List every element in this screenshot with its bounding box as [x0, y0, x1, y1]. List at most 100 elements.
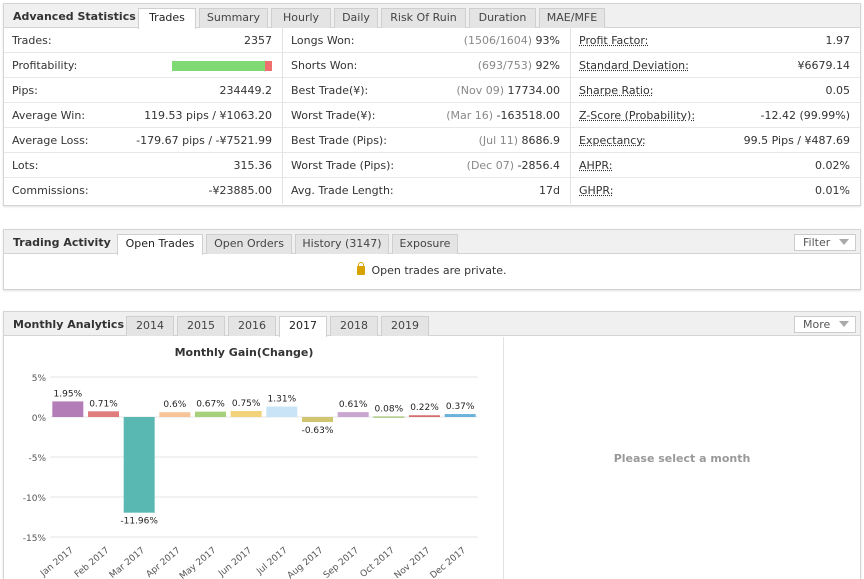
chart-svg: 5% 0% -5% -10% -15% 1.95% Jan 2017 0.71% Feb 201…	[23, 374, 478, 579]
x-tick-label: Jan 2017	[38, 546, 76, 579]
data-label: 0.08%	[375, 404, 404, 414]
stat-row: Worst Trade (Pips): (Dec 07) -2856.4	[283, 153, 570, 178]
tab-daily[interactable]: Daily	[334, 8, 378, 28]
monthly-analytics-title: Monthly Analytics	[13, 318, 124, 331]
stat-detail: (Nov 09)	[456, 84, 504, 97]
tab-mae-mfe[interactable]: MAE/MFE	[539, 8, 605, 28]
stat-row: Longs Won: (1506/1604) 93%	[283, 28, 570, 53]
y-tick-label: -5%	[28, 454, 46, 464]
tab-exposure[interactable]: Exposure	[392, 234, 458, 254]
tab-open-trades[interactable]: Open Trades	[117, 234, 203, 255]
profitability-bar	[172, 61, 272, 71]
data-label: 0.22%	[410, 403, 439, 413]
stat-label-link[interactable]: Expectancy:	[579, 134, 646, 147]
bar	[444, 414, 476, 417]
stat-value: 315.36	[233, 159, 273, 172]
stats-column-3: Profit Factor: 1.97 Standard Deviation: …	[571, 28, 860, 204]
advanced-statistics-body: Trades: 2357 Profitability: Pips: 234449…	[4, 28, 860, 204]
stat-value: (Mar 16) -163518.00	[446, 109, 560, 122]
stat-value: (1506/1604) 93%	[464, 34, 560, 47]
stat-row: AHPR: 0.02%	[571, 153, 860, 178]
stat-number: -163518.00	[496, 109, 560, 122]
monthly-analytics-panel: Monthly Analytics 2014 2015 2016 2017 20…	[3, 311, 861, 579]
stat-row: Average Win: 119.53 pips / ¥1063.20	[4, 103, 282, 128]
chart-title: Monthly Gain(Change)	[174, 346, 314, 359]
bar	[373, 416, 405, 418]
tab-year-2017[interactable]: 2017	[279, 316, 327, 337]
trading-activity-body: Open trades are private.	[4, 254, 860, 290]
stat-label: Profitability:	[12, 59, 78, 72]
chevron-down-icon	[839, 239, 849, 245]
stat-label-link[interactable]: AHPR:	[579, 159, 613, 172]
data-label: 0.75%	[232, 399, 261, 409]
stat-row: Commissions: -¥23885.00	[4, 178, 282, 203]
bar	[52, 401, 84, 417]
stat-value: 0.02%	[815, 159, 850, 172]
stat-detail: (693/753)	[477, 59, 533, 72]
bar	[266, 406, 298, 417]
bar	[409, 415, 440, 417]
stat-row: Profitability:	[4, 53, 282, 78]
data-label: -0.63%	[302, 426, 334, 436]
profitability-bar-fill	[172, 61, 265, 71]
stat-row: Standard Deviation: ¥6679.14	[571, 53, 860, 78]
y-tick-label: -10%	[23, 494, 47, 504]
x-tick-label: Aug 2017	[286, 546, 326, 579]
monthly-analytics-header: Monthly Analytics 2014 2015 2016 2017 20…	[4, 312, 860, 337]
stat-label-link[interactable]: Profit Factor:	[579, 34, 649, 47]
x-tick-label: Feb 2017	[73, 546, 111, 579]
tab-year-2018[interactable]: 2018	[330, 316, 378, 336]
stat-label: Shorts Won:	[291, 59, 358, 72]
tab-duration[interactable]: Duration	[469, 8, 536, 28]
bar	[195, 411, 226, 417]
y-tick-label: -15%	[23, 534, 47, 544]
stat-row: Lots: 315.36	[4, 153, 282, 178]
stat-row: Average Loss: -179.67 pips / -¥7521.99	[4, 128, 282, 153]
stat-label: Commissions:	[12, 184, 89, 197]
more-dropdown[interactable]: More	[794, 316, 856, 333]
tab-hourly[interactable]: Hourly	[271, 8, 331, 28]
stat-number: 17734.00	[507, 84, 561, 97]
stats-column-1: Trades: 2357 Profitability: Pips: 234449…	[4, 28, 283, 204]
tab-history[interactable]: History (3147)	[295, 234, 389, 254]
stat-label: Trades:	[12, 34, 52, 47]
stats-column-2: Longs Won: (1506/1604) 93% Shorts Won: (…	[283, 28, 571, 204]
stat-label: Average Loss:	[12, 134, 89, 147]
tab-year-2014[interactable]: 2014	[126, 316, 174, 336]
x-tick-label: Mar 2017	[108, 546, 147, 579]
tab-year-2016[interactable]: 2016	[228, 316, 276, 336]
stat-label-link[interactable]: Z-Score (Probability):	[579, 109, 696, 122]
month-detail-pane: Please select a month	[504, 337, 860, 579]
advanced-statistics-header: Advanced Statistics Trades Summary Hourl…	[4, 4, 860, 29]
advanced-statistics-panel: Advanced Statistics Trades Summary Hourl…	[3, 3, 861, 206]
x-tick-label: Jun 2017	[216, 546, 254, 579]
data-label: -11.96%	[120, 517, 158, 527]
stat-number: -2856.4	[517, 159, 560, 172]
tab-open-orders[interactable]: Open Orders	[206, 234, 292, 254]
stat-number: 93%	[535, 34, 560, 47]
stat-row: Z-Score (Probability): -12.42 (99.99%)	[571, 103, 860, 128]
stat-value: ¥6679.14	[797, 59, 851, 72]
stat-label: Pips:	[12, 84, 38, 97]
tab-year-2015[interactable]: 2015	[177, 316, 225, 336]
y-tick-label: 5%	[32, 374, 47, 384]
bar	[88, 411, 119, 417]
data-label: 1.31%	[268, 395, 297, 405]
filter-dropdown[interactable]: Filter	[794, 234, 856, 251]
filter-label: Filter	[803, 236, 831, 249]
tab-year-2019[interactable]: 2019	[381, 316, 429, 336]
tab-summary[interactable]: Summary	[199, 8, 268, 28]
stat-label-link[interactable]: GHPR:	[579, 184, 614, 197]
stat-row: Worst Trade(¥): (Mar 16) -163518.00	[283, 103, 570, 128]
data-label: 0.61%	[339, 400, 368, 410]
lock-icon	[357, 262, 366, 275]
stat-label: Lots:	[12, 159, 39, 172]
bar	[230, 411, 262, 417]
tab-trades[interactable]: Trades	[138, 8, 196, 29]
bar	[302, 417, 333, 423]
stat-label-link[interactable]: Standard Deviation:	[579, 59, 689, 72]
stat-label-link[interactable]: Sharpe Ratio:	[579, 84, 654, 97]
stat-value: 0.01%	[815, 184, 850, 197]
tab-risk-of-ruin[interactable]: Risk Of Ruin	[381, 8, 466, 28]
stat-row: Best Trade (Pips): (Jul 11) 8686.9	[283, 128, 570, 153]
